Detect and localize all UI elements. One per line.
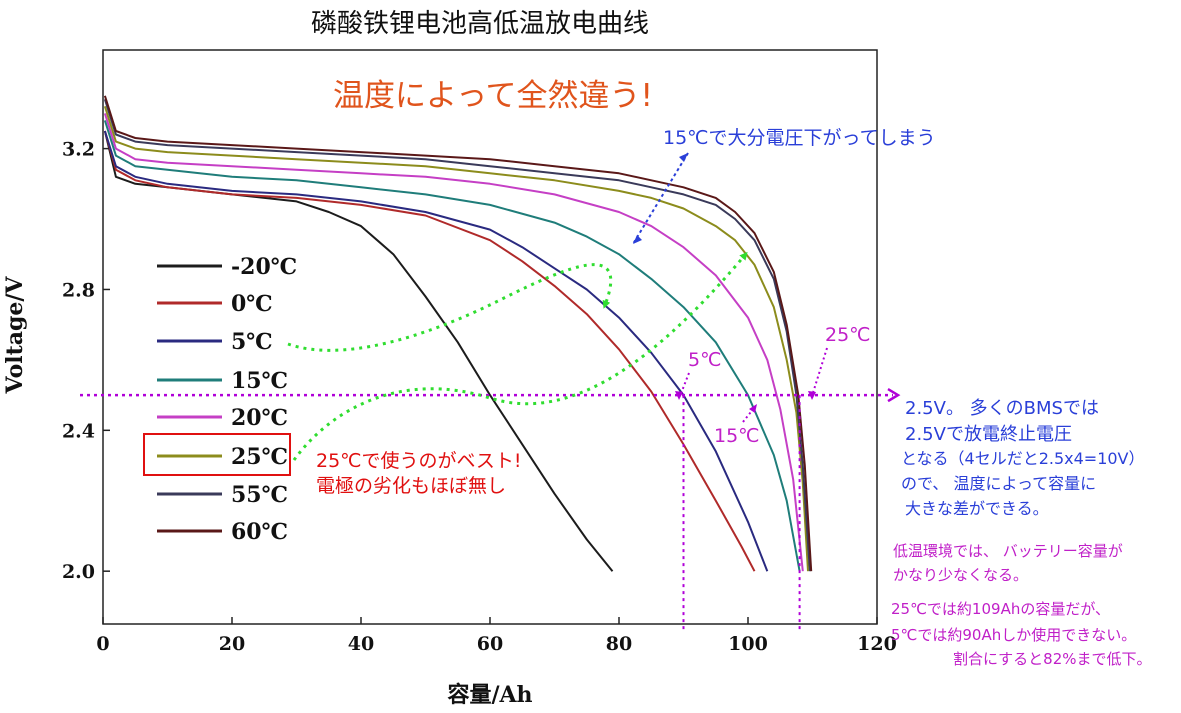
legend-label: 15℃ [231,368,288,394]
chart-title: 磷酸铁锂电池高低温放电曲线 [311,9,649,39]
x-tick-label: 20 [219,633,245,655]
series-line [103,95,813,572]
legend-label: 5℃ [231,329,273,355]
green-arrow-25c [292,251,748,461]
x-tick-label: 60 [477,633,503,655]
legend-entry: 55℃ [157,482,288,508]
x-tick-label: 100 [728,633,768,655]
note-15c-voltage-drop: 15℃で大分電圧下がってしまう [663,127,936,149]
label-25c: 25℃ [825,324,871,346]
x-axis-label: 容量/Ah [447,682,532,708]
series-line [103,113,804,572]
bms-note-line3: となる（4セルだと2.5x4=10V） [901,449,1145,468]
legend-label: 60℃ [231,519,288,545]
y-tick-label: 2.8 [62,279,95,301]
x-tick-label: 40 [348,633,374,655]
legend-label: -20℃ [231,254,297,280]
low-temp-note-line1: 低温環境では、 バッテリー容量が [893,542,1123,560]
reference-lines [80,388,901,632]
blue-arrow-head-top [679,153,688,162]
legend: -20℃ 0℃ 5℃ 15℃ 20℃ 25℃ 55℃ 60℃ [157,254,297,545]
pointer-15c-head [749,404,757,413]
legend-label: 25℃ [231,444,288,470]
legend-entry: 0℃ [157,291,273,317]
blue-arrow [632,152,689,245]
y-tick-label: 2.0 [62,561,95,583]
capacity-note-line3: 割合にすると82%まで低下。 [953,650,1152,668]
pointer-25c-head [808,391,816,400]
series-line [103,130,614,572]
label-5c: 5℃ [688,349,721,371]
x-tick-label: 80 [606,633,632,655]
pointer-25c [811,347,828,397]
bms-note-line1: 2.5V。 多くのBMSでは [905,398,1099,419]
label-15c: 15℃ [714,425,760,447]
legend-entry: 15℃ [157,368,288,394]
legend-entry: 5℃ [157,329,273,355]
legend-entry: 20℃ [157,405,288,431]
x-ticks: 0 20 40 60 80 100 120 [96,617,897,655]
series-line [103,130,756,572]
best-25c-note-line1: 25℃で使うのがベスト! [316,450,522,472]
x-tick-label: 0 [96,633,109,655]
legend-entry: 60℃ [157,519,288,545]
highlight-box-25c [143,433,291,476]
headline-annotation: 温度によって全然違う! [333,78,653,114]
legend-label: 55℃ [231,482,288,508]
legend-label: 0℃ [231,291,273,317]
y-tick-label: 3.2 [62,139,95,161]
legend-entry: -20℃ [157,254,297,280]
capacity-note-line2: 5℃では約90Ahしか使用できない。 [891,626,1136,644]
bms-note-line5: 大きな差ができる。 [905,499,1049,518]
capacity-note-line1: 25℃では約109Ahの容量だが、 [891,600,1110,618]
pointer-5c-head [675,391,683,400]
legend-label: 20℃ [231,405,288,431]
series-line [103,130,769,572]
reference-arrow-head [887,388,901,403]
x-tick-label: 120 [857,633,897,655]
y-tick-label: 2.4 [62,420,95,442]
series-lines [103,95,813,572]
green-arrow-5c [287,263,613,352]
blue-arrow-head-bottom [633,235,642,244]
low-temp-note-line2: かなり少なくなる。 [893,566,1028,584]
bms-note-line4: ので、 温度によって容量に [901,474,1096,493]
y-axis-label: Voltage/V [2,276,28,395]
bms-note-line2: 2.5Vで放電終止電圧 [905,424,1072,445]
y-ticks: 2.0 2.4 2.8 3.2 [62,139,110,583]
series-line [103,106,809,572]
legend-entry: 25℃ [157,444,288,470]
best-25c-note-line2: 電極の劣化もほぼ無し [316,475,506,497]
series-line [103,99,811,572]
